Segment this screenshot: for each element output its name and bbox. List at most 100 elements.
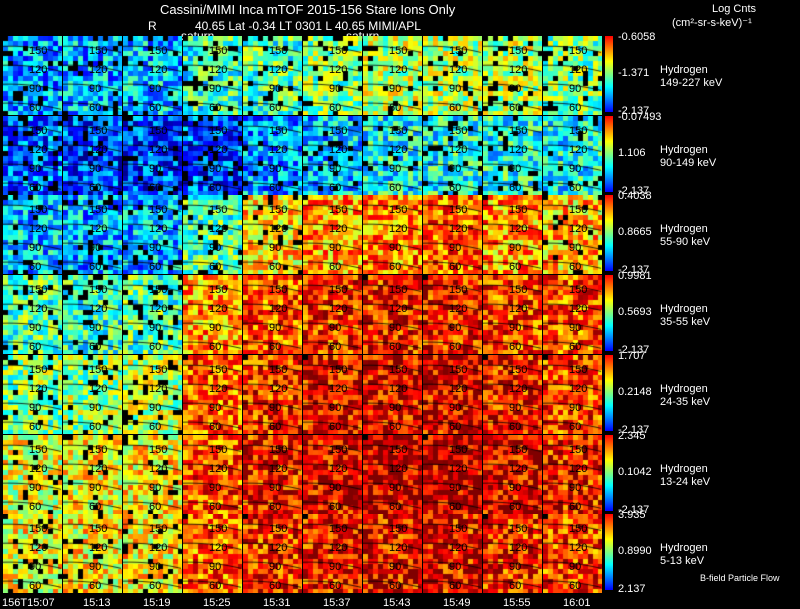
energetic-neutral-atom-image — [423, 435, 482, 514]
colorbar — [605, 116, 613, 192]
position-info: 40.65 Lat -0.34 LT 0301 L 40.65 MIMI/APL — [195, 19, 421, 33]
image-cell: 150 120 90 60 — [183, 116, 242, 195]
latitude-label: 150 — [89, 523, 108, 535]
colorbar-mid: 1.106 — [618, 147, 646, 159]
colorbar-mid: 0.8990 — [618, 545, 652, 557]
colorbar-max: 3.935 — [618, 509, 646, 521]
energetic-neutral-atom-image — [483, 116, 542, 195]
colorbar — [605, 275, 613, 351]
latitude-label: 120 — [449, 64, 468, 76]
colorbar-max: 0.9981 — [618, 270, 652, 282]
energetic-neutral-atom-image — [243, 195, 302, 274]
latitude-label: 120 — [569, 542, 588, 554]
latitude-label: 90 — [269, 561, 282, 573]
energetic-neutral-atom-image — [483, 195, 542, 274]
time-tick: 15:19 — [143, 597, 171, 609]
energetic-neutral-atom-image — [243, 435, 302, 514]
latitude-label: 120 — [389, 542, 408, 554]
image-cell: 150 120 90 60 — [183, 275, 242, 354]
latitude-label: 120 — [29, 144, 48, 156]
energy-range: 24-35 keV — [660, 396, 711, 408]
latitude-label: 60 — [449, 182, 462, 194]
latitude-label: 60 — [389, 501, 402, 513]
latitude-label: 60 — [149, 501, 162, 513]
latitude-label: 120 — [329, 64, 348, 76]
latitude-label: 150 — [29, 364, 48, 376]
latitude-label: 90 — [329, 322, 342, 334]
latitude-label: 120 — [149, 64, 168, 76]
latitude-label: 150 — [149, 204, 168, 216]
latitude-label: 150 — [449, 364, 468, 376]
image-cell: 150 120 90 60 — [3, 355, 62, 434]
energetic-neutral-atom-image — [303, 355, 362, 434]
latitude-label: 90 — [209, 322, 222, 334]
latitude-label: 120 — [389, 144, 408, 156]
plot-title: Cassini/MIMI Inca mTOF 2015-156 Stare Io… — [160, 2, 456, 17]
colorbar-max: 1.707 — [618, 350, 646, 362]
image-cell: 150 120 90 60 — [363, 435, 422, 514]
image-cell: 150 120 90 60 — [363, 36, 422, 115]
latitude-label: 150 — [149, 523, 168, 535]
latitude-label: 90 — [269, 163, 282, 175]
image-cell: 150 120 90 60 — [303, 116, 362, 195]
latitude-label: 60 — [509, 501, 522, 513]
latitude-label: 120 — [269, 64, 288, 76]
image-cell: 150 120 90 60 — [63, 36, 122, 115]
latitude-label: 150 — [149, 444, 168, 456]
energetic-neutral-atom-image — [123, 116, 182, 195]
energetic-neutral-atom-image — [303, 36, 362, 115]
latitude-label: 90 — [389, 242, 402, 254]
latitude-label: 90 — [569, 322, 582, 334]
latitude-label: 150 — [209, 284, 228, 296]
latitude-label: 150 — [89, 45, 108, 57]
image-cell: 150 120 90 60 — [483, 275, 542, 354]
latitude-label: 150 — [209, 444, 228, 456]
energetic-neutral-atom-image — [423, 514, 482, 593]
latitude-label: 120 — [509, 383, 528, 395]
latitude-label: 60 — [149, 421, 162, 433]
latitude-label: 60 — [509, 421, 522, 433]
image-cell: 150 120 90 60 — [363, 195, 422, 274]
latitude-label: 120 — [269, 542, 288, 554]
latitude-label: 60 — [29, 580, 42, 592]
latitude-label: 120 — [269, 303, 288, 315]
latitude-label: 150 — [29, 284, 48, 296]
energy-range: 55-90 keV — [660, 236, 711, 248]
latitude-label: 120 — [89, 144, 108, 156]
latitude-label: 60 — [449, 261, 462, 273]
latitude-label: 90 — [449, 561, 462, 573]
energetic-neutral-atom-image — [363, 514, 422, 593]
image-cell: 150 120 90 60 — [3, 514, 62, 593]
latitude-label: 120 — [29, 542, 48, 554]
latitude-label: 60 — [89, 182, 102, 194]
latitude-label: 90 — [29, 322, 42, 334]
colorbar-mid: -1.371 — [618, 67, 650, 79]
latitude-label: 90 — [449, 163, 462, 175]
latitude-label: 90 — [509, 402, 522, 414]
colorbar-min: -2.137 — [618, 105, 650, 117]
image-cell: 150 120 90 60 — [483, 36, 542, 115]
energetic-neutral-atom-image — [3, 36, 62, 115]
latitude-label: 60 — [449, 102, 462, 114]
energetic-neutral-atom-image — [303, 195, 362, 274]
latitude-label: 60 — [29, 261, 42, 273]
image-cell: 150 120 90 60 — [123, 116, 182, 195]
latitude-label: 60 — [389, 261, 402, 273]
latitude-label: 150 — [509, 45, 528, 57]
image-cell: 150 120 90 60 — [363, 514, 422, 593]
latitude-label: 120 — [389, 463, 408, 475]
latitude-label: 60 — [329, 261, 342, 273]
latitude-label: 150 — [29, 523, 48, 535]
latitude-label: 90 — [209, 242, 222, 254]
energetic-neutral-atom-image — [543, 195, 602, 274]
colorbar-mid: 0.1042 — [618, 466, 652, 478]
latitude-label: 60 — [269, 261, 282, 273]
latitude-label: 90 — [209, 163, 222, 175]
image-cell: 150 120 90 60 — [483, 514, 542, 593]
latitude-label: 90 — [329, 402, 342, 414]
image-cell: 150 120 90 60 — [303, 195, 362, 274]
energetic-neutral-atom-image — [363, 195, 422, 274]
latitude-label: 120 — [209, 383, 228, 395]
image-cell: 150 120 90 60 — [303, 275, 362, 354]
latitude-label: 60 — [329, 182, 342, 194]
